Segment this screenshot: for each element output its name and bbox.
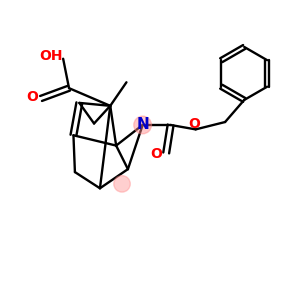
Text: OH: OH: [39, 50, 62, 63]
Text: N: N: [136, 118, 149, 133]
Text: O: O: [188, 117, 200, 131]
Text: O: O: [26, 90, 38, 104]
Circle shape: [114, 176, 130, 192]
Circle shape: [134, 116, 152, 134]
Text: O: O: [150, 146, 162, 161]
